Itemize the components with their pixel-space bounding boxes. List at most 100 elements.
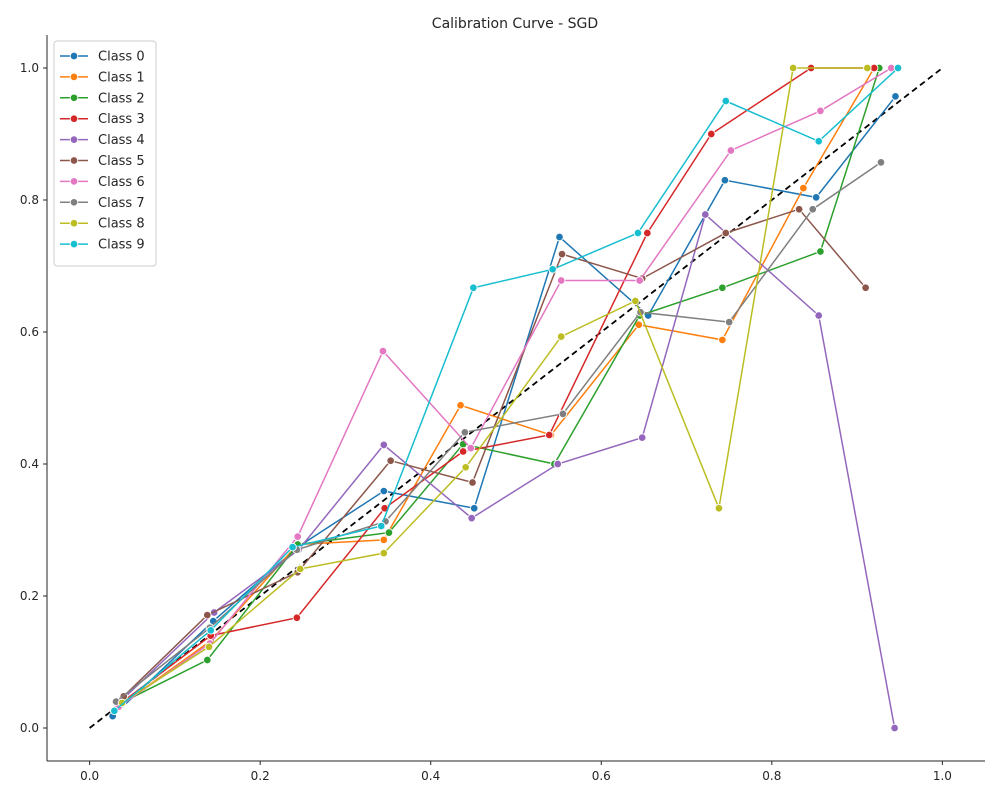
legend-swatch-marker	[69, 239, 79, 249]
series-6	[114, 63, 896, 712]
data-point	[816, 106, 825, 116]
data-point	[637, 433, 647, 442]
data-point	[701, 210, 710, 219]
data-point	[203, 610, 212, 620]
series-8	[117, 63, 872, 708]
data-point	[890, 723, 899, 733]
data-point	[378, 346, 388, 356]
series-line	[121, 67, 868, 704]
data-point	[633, 228, 643, 238]
chart-title: Calibration Curve - SGD	[432, 16, 598, 32]
data-point	[891, 92, 900, 101]
data-point	[714, 503, 724, 513]
data-point	[718, 283, 727, 293]
data-point	[707, 129, 716, 139]
data-point	[379, 486, 389, 496]
data-point	[110, 706, 119, 716]
data-point	[458, 447, 468, 456]
legend-label: Class 4	[98, 133, 145, 148]
legend-label: Class 1	[98, 70, 145, 85]
data-point	[816, 247, 825, 256]
series-1	[112, 63, 879, 713]
data-point	[556, 276, 566, 285]
legend-label: Class 5	[98, 154, 145, 169]
legend-label: Class 0	[98, 50, 145, 65]
data-point	[379, 535, 389, 545]
data-point	[545, 430, 554, 440]
series-line	[118, 67, 892, 708]
data-point	[379, 548, 389, 558]
data-point	[814, 311, 823, 320]
data-point	[794, 204, 804, 214]
legend-item: Class 5	[60, 154, 145, 169]
data-point	[296, 564, 305, 574]
legend-item: Class 6	[60, 175, 145, 190]
legend-label: Class 8	[98, 217, 145, 232]
data-point	[469, 503, 479, 513]
data-point	[724, 317, 734, 327]
legend-swatch-marker	[69, 218, 79, 228]
legend-item: Class 9	[60, 238, 145, 253]
data-point	[718, 335, 727, 345]
data-point	[808, 204, 817, 214]
x-tick-label: 0.8	[762, 769, 781, 783]
legend-swatch-marker	[69, 93, 79, 103]
data-point	[117, 698, 127, 708]
y-tick-label: 0.2	[20, 589, 39, 603]
data-point	[555, 232, 564, 242]
y-tick-label: 0.8	[20, 193, 39, 207]
y-tick-label: 1.0	[20, 61, 39, 75]
legend-swatch-marker	[69, 156, 79, 165]
x-tick-label: 0.2	[251, 769, 270, 783]
data-point	[203, 655, 212, 665]
data-point	[379, 440, 389, 450]
data-point	[720, 175, 730, 185]
x-tick-label: 0.0	[80, 769, 99, 783]
x-tick-label: 0.6	[592, 769, 611, 783]
legend-item: Class 4	[60, 133, 145, 148]
data-point	[456, 401, 465, 410]
chart-axes	[46, 35, 985, 762]
data-point	[799, 183, 808, 193]
legend-swatch-marker	[69, 198, 79, 207]
data-point	[631, 296, 640, 306]
data-point	[377, 521, 386, 531]
legend-label: Class 9	[98, 238, 145, 253]
data-point	[876, 158, 886, 167]
data-point	[468, 478, 477, 487]
legend-label: Class 7	[98, 196, 145, 211]
series-3	[115, 63, 879, 709]
data-point	[863, 63, 872, 73]
data-point	[458, 439, 468, 449]
data-point	[292, 613, 302, 623]
data-point	[726, 146, 736, 155]
data-point	[635, 276, 644, 285]
x-tick-label: 1.0	[933, 769, 952, 783]
data-point	[721, 96, 731, 106]
data-point	[893, 63, 903, 73]
series-4	[116, 210, 899, 733]
series-line	[119, 67, 875, 705]
data-point	[461, 463, 470, 472]
data-point	[643, 228, 652, 238]
series-line	[116, 67, 875, 709]
data-point	[467, 513, 476, 523]
legend-item: Class 2	[60, 91, 145, 106]
series-group	[108, 63, 903, 733]
legend-item: Class 8	[60, 217, 145, 232]
series-line	[123, 208, 867, 697]
data-point	[204, 642, 214, 652]
data-point	[556, 332, 566, 341]
data-point	[558, 409, 568, 419]
data-point	[811, 193, 821, 202]
data-point	[788, 63, 798, 73]
y-tick-label: 0.6	[20, 325, 39, 339]
data-point	[386, 456, 395, 465]
legend-label: Class 6	[98, 175, 145, 190]
data-point	[384, 528, 394, 537]
data-point	[557, 249, 567, 259]
series-line	[115, 161, 882, 703]
legend-swatch-marker	[69, 114, 79, 123]
data-point	[548, 265, 557, 274]
